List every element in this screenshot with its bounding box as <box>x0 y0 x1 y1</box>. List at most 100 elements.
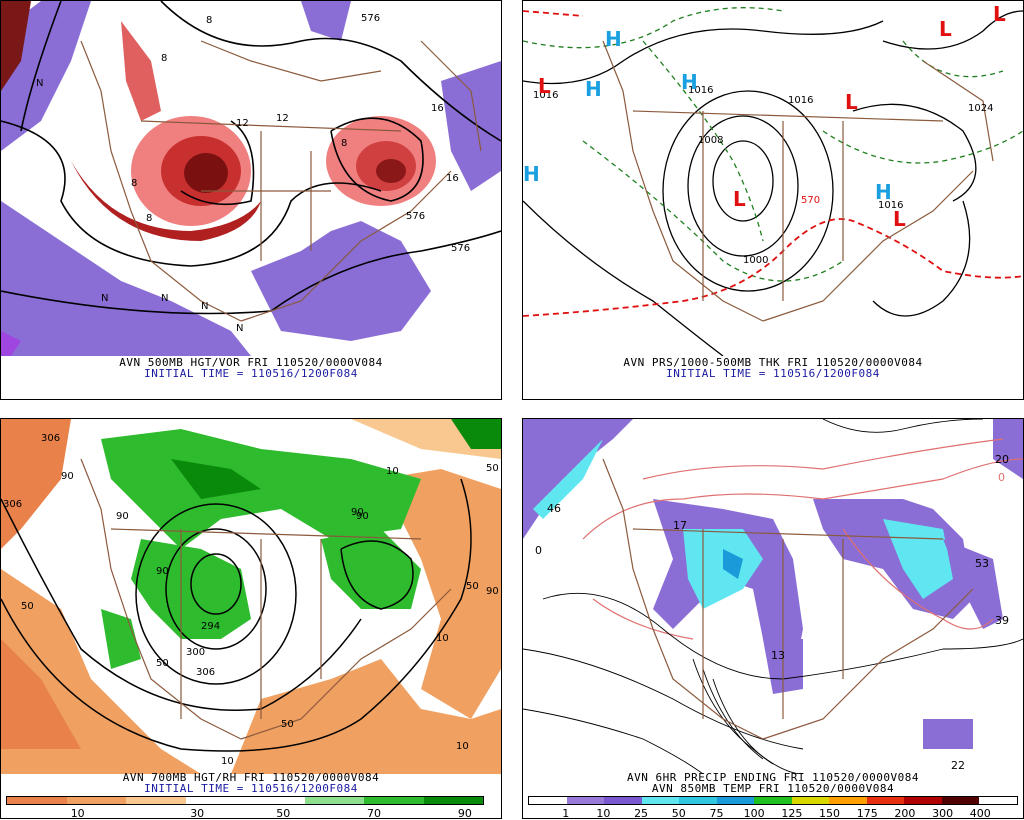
vort-min-marker: N <box>236 323 243 334</box>
max-value-label: 46 <box>547 502 561 515</box>
contour-label: 576 <box>361 13 380 24</box>
panel-title: AVN 6HR PRECIP ENDING FRI 110520/0000V08… <box>626 771 920 784</box>
panel-500mb-hgt-vor: 576 8 12 16 16 576 8 8 N N N N N 8 12 8 … <box>0 0 502 400</box>
colorbar-tick-label: 50 <box>276 807 291 820</box>
colorbar-tick-label: 30 <box>190 807 205 820</box>
rh-label: 90 <box>356 511 369 522</box>
contour-label: 306 <box>41 433 60 444</box>
colorbar-tick-label: 75 <box>709 807 724 820</box>
contour-label: 300 <box>186 647 205 658</box>
high-pressure-marker: H <box>605 27 622 51</box>
max-value-label: 20 <box>995 453 1009 466</box>
low-pressure-marker: L <box>538 74 551 98</box>
colorbar-tick-label: 90 <box>457 807 472 820</box>
colorbar-tick-label: 10 <box>596 807 611 820</box>
max-value-label: 39 <box>995 614 1009 627</box>
colorbar-swatch <box>423 797 483 804</box>
panel-title: AVN 500MB HGT/VOR FRI 110520/0000V084 <box>119 356 383 369</box>
isobar-label: 1016 <box>788 95 813 106</box>
colorbar-swatch <box>904 797 942 804</box>
rh-label: 90 <box>351 507 364 518</box>
colorbar-swatch <box>679 797 717 804</box>
vort-min-marker: N <box>36 78 43 89</box>
contour-label: 8 <box>206 15 212 26</box>
rh-label: 10 <box>386 466 399 477</box>
temp-label: 0 <box>998 471 1005 484</box>
colorbar-tick-label: 1 <box>562 807 570 820</box>
contour-label: 16 <box>431 103 444 114</box>
high-pressure-marker: H <box>585 77 602 101</box>
map-pressure: 1016 1016 1016 1024 1000 1016 1008 570 H… <box>523 1 1023 356</box>
rh-label: 50 <box>466 581 479 592</box>
rh-label: 10 <box>436 633 449 644</box>
colorbar-tick-label: 50 <box>671 807 686 820</box>
low-pressure-marker: L <box>893 207 906 231</box>
colorbar-swatch <box>7 797 67 804</box>
contour-label: 294 <box>201 621 220 632</box>
high-pressure-marker: H <box>523 162 540 186</box>
colorbar-swatch <box>754 797 792 804</box>
colorbar-swatch <box>716 797 755 804</box>
rh-label: 50 <box>281 719 294 730</box>
colorbar-tick-label: 150 <box>819 807 841 820</box>
colorbar-tick-label: 70 <box>367 807 382 820</box>
rh-label: 50 <box>156 658 169 669</box>
temp-label: 0 <box>535 544 542 557</box>
low-pressure-marker: L <box>733 187 746 211</box>
precip-colorbar <box>528 796 1018 805</box>
rh-label: 10 <box>456 741 469 752</box>
contour-label: 12 <box>276 113 289 124</box>
contour-label: 12 <box>236 118 249 129</box>
panel-pressure-thickness: 1016 1016 1016 1024 1000 1016 1008 570 H… <box>522 0 1024 400</box>
colorbar-swatch <box>66 797 126 804</box>
contour-label: 8 <box>341 138 347 149</box>
rh-colorbar-ticks: 10 30 50 70 90 <box>6 807 484 820</box>
map-precip: 46 20 0 17 53 39 22 13 0 <box>523 419 1023 774</box>
colorbar-swatch <box>979 797 1017 804</box>
colorbar-tick-label: 175 <box>856 807 878 820</box>
isobar-label: 1008 <box>698 135 723 146</box>
colorbar-swatch <box>304 797 364 804</box>
rh-label: 50 <box>21 601 34 612</box>
panel-title: AVN PRS/1000-500MB THK FRI 110520/0000V0… <box>623 356 923 369</box>
max-value-label: 13 <box>771 649 785 662</box>
contour-label: 16 <box>446 173 459 184</box>
colorbar-swatch <box>604 797 642 804</box>
isobar-label: 1016 <box>878 200 903 211</box>
isobar-label: 1016 <box>533 90 558 101</box>
colorbar-swatch <box>641 797 680 804</box>
colorbar-swatch <box>364 797 424 804</box>
low-pressure-marker: L <box>845 90 858 114</box>
contour-label: 8 <box>131 178 137 189</box>
colorbar-tick-label: 10 <box>70 807 85 820</box>
rh-label: 90 <box>156 566 169 577</box>
initial-time: INITIAL TIME = 110516/1200F084 <box>666 367 880 380</box>
contour-label: 306 <box>196 667 215 678</box>
high-pressure-marker: H <box>681 70 698 94</box>
vort-min-marker: N <box>201 301 208 312</box>
initial-time: INITIAL TIME = 110516/1200F084 <box>144 782 358 795</box>
colorbar-tick-label: 125 <box>781 807 803 820</box>
colorbar-tick-label: 25 <box>634 807 649 820</box>
contour-label: 8 <box>161 53 167 64</box>
low-pressure-marker: L <box>993 2 1006 26</box>
contour-label: 576 <box>451 243 470 254</box>
high-pressure-marker: H <box>875 180 892 204</box>
contour-label: 306 <box>3 499 22 510</box>
initial-time: INITIAL TIME = 110516/1200F084 <box>144 367 358 380</box>
panel-subtitle: AVN 850MB TEMP FRI 110520/0000V084 <box>651 782 895 795</box>
colorbar-tick-label: 300 <box>932 807 954 820</box>
rh-label: 90 <box>116 511 129 522</box>
colorbar-tick-label: 100 <box>743 807 765 820</box>
precip-colorbar-ticks: 1 10 25 50 75 100 125 150 175 200 300 400 <box>528 807 1018 820</box>
colorbar-swatch <box>566 797 605 804</box>
thickness-label: 570 <box>801 195 820 206</box>
rh-label: 90 <box>486 586 499 597</box>
panel-700mb-hgt-rh: 306 306 90 90 90 90 50 10 50 294 300 306… <box>0 418 502 820</box>
vort-min-marker: N <box>101 293 108 304</box>
colorbar-swatch <box>829 797 867 804</box>
vort-min-marker: N <box>161 293 168 304</box>
isobar-label: 1000 <box>743 255 768 266</box>
map-500mb: 576 8 12 16 16 576 8 8 N N N N N 8 12 8 … <box>1 1 501 356</box>
colorbar-swatch <box>185 797 245 804</box>
